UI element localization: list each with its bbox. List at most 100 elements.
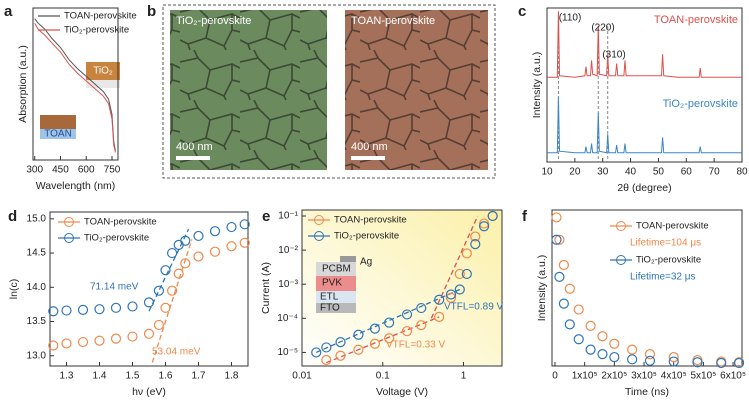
annotation: VTFL=0.89 V bbox=[444, 302, 504, 313]
data-point bbox=[478, 218, 490, 229]
data-point bbox=[77, 336, 89, 348]
fit-line bbox=[315, 288, 461, 354]
data-point bbox=[551, 212, 562, 223]
data-point bbox=[416, 320, 427, 331]
panel-frame bbox=[162, 4, 496, 179]
data-point bbox=[48, 306, 59, 317]
data-point bbox=[226, 241, 237, 252]
x-tick-label: 1.7 bbox=[192, 371, 206, 382]
annotation: (110) bbox=[559, 13, 582, 24]
data-point bbox=[454, 284, 465, 295]
data-point bbox=[127, 331, 138, 342]
x-tick-label: 1x10⁵ bbox=[572, 371, 598, 382]
x-tick-label: 30 bbox=[597, 167, 609, 178]
legend-marker bbox=[64, 233, 74, 243]
data-point bbox=[384, 317, 395, 328]
data-point bbox=[180, 235, 191, 246]
x-tick-label: 450 bbox=[52, 165, 69, 176]
data-point bbox=[180, 258, 191, 269]
panel-letter: a bbox=[4, 3, 13, 20]
data-point bbox=[627, 354, 638, 365]
legend-label: TOAN-perovskite bbox=[636, 221, 709, 232]
fit-line bbox=[151, 239, 193, 363]
x-tick-label: 60 bbox=[681, 167, 693, 178]
panel-letter: f bbox=[522, 208, 528, 225]
x-tick-label: 1.3 bbox=[60, 371, 74, 382]
panel-letter: d bbox=[8, 208, 17, 225]
y-axis-label: Absorption (a.u.) bbox=[17, 45, 29, 123]
data-point bbox=[61, 338, 72, 349]
plot-frame bbox=[32, 7, 119, 161]
x-tick-label: 70 bbox=[709, 167, 721, 178]
data-point bbox=[692, 354, 703, 366]
y-axis-label: Intensity (a.u.) bbox=[531, 52, 543, 119]
panel-letter: e bbox=[262, 208, 270, 225]
inset-device bbox=[316, 303, 356, 313]
annotation: 53.04 meV bbox=[152, 347, 201, 358]
data-point bbox=[173, 239, 184, 250]
scale-bar bbox=[351, 156, 385, 160]
x-tick-label: 0.1 bbox=[376, 371, 390, 382]
x-tick-label: 2x10⁵ bbox=[601, 371, 627, 382]
data-point bbox=[609, 351, 620, 363]
x-tick-label: 4x10⁵ bbox=[661, 371, 687, 382]
x-axis-label: Time (ns) bbox=[625, 386, 669, 398]
x-tick-label: 50 bbox=[653, 167, 665, 178]
data-point bbox=[110, 302, 122, 313]
data-point bbox=[668, 351, 679, 363]
data-point bbox=[153, 319, 164, 331]
data-point bbox=[445, 289, 457, 300]
annotation: VTFL=0.33 V bbox=[386, 340, 446, 351]
data-point bbox=[369, 323, 381, 334]
data-point bbox=[558, 298, 569, 309]
data-point bbox=[445, 292, 457, 303]
data-point bbox=[94, 335, 105, 346]
y-axis-label: Intensity (a.u.) bbox=[536, 255, 548, 322]
x-tick-label: 5x10⁵ bbox=[690, 371, 716, 382]
data-point bbox=[77, 304, 89, 315]
data-point bbox=[321, 354, 332, 366]
data-point bbox=[167, 247, 178, 259]
data-point bbox=[597, 349, 608, 360]
annotation: (220) bbox=[591, 23, 614, 34]
fit-line bbox=[148, 228, 190, 312]
data-point bbox=[716, 357, 727, 369]
annotation: 71.14 meV bbox=[90, 282, 139, 293]
y-tick-label: 10⁻¹ bbox=[278, 211, 298, 222]
data-point bbox=[353, 344, 364, 355]
x-tick-label: 1.5 bbox=[126, 371, 140, 382]
inset-device bbox=[86, 62, 120, 80]
image-caption: TOAN-perovskite bbox=[351, 15, 435, 27]
plot-frame bbox=[551, 209, 743, 367]
scale-bar-label: 400 nm bbox=[351, 141, 388, 153]
x-tick-label: 0 bbox=[552, 371, 558, 382]
data-point bbox=[94, 304, 105, 315]
plot-frame bbox=[546, 7, 743, 163]
annotation: PVK bbox=[322, 278, 342, 289]
data-point bbox=[692, 357, 703, 368]
data-point bbox=[226, 221, 237, 233]
annotation: Lifetime=32 μs bbox=[630, 272, 696, 283]
legend-label: TOAN-perovskite bbox=[84, 217, 157, 228]
data-point bbox=[110, 333, 122, 344]
sem-texture bbox=[170, 10, 327, 170]
legend-label: TiO₂-perovskite bbox=[663, 98, 738, 110]
data-point bbox=[609, 338, 620, 349]
x-tick-label: 1.8 bbox=[225, 371, 239, 382]
x-tick-label: 1.6 bbox=[159, 371, 173, 382]
inset-device bbox=[316, 276, 356, 291]
y-tick-label: 13.5 bbox=[27, 316, 47, 327]
x-tick-label: 6x10⁵ bbox=[720, 371, 746, 382]
panel-letter: b bbox=[147, 3, 156, 20]
data-point bbox=[353, 329, 364, 340]
data-point bbox=[335, 337, 346, 348]
data-point bbox=[554, 271, 565, 282]
legend-label: TOAN-perovskite bbox=[334, 215, 407, 226]
data-point bbox=[143, 328, 155, 339]
y-tick-label: 10⁻⁴ bbox=[277, 313, 298, 324]
data-point bbox=[558, 259, 569, 271]
data-point bbox=[585, 320, 596, 331]
legend-marker bbox=[314, 215, 324, 225]
data-point bbox=[551, 234, 562, 245]
data-point bbox=[470, 239, 481, 250]
